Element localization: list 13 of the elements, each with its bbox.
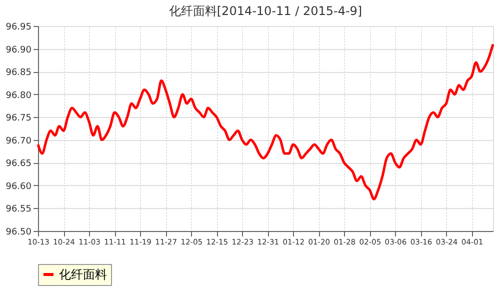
y-tick-label: 96.90 (6, 45, 32, 56)
legend-label: 化纤面料 (59, 268, 107, 282)
y-tick-label: 96.80 (6, 90, 32, 101)
y-tick-label: 96.70 (6, 136, 32, 146)
y-tick-label: 96.75 (6, 114, 32, 124)
y-tick-label: 96.60 (6, 182, 32, 192)
y-tick-label: 96.95 (6, 22, 32, 32)
chart-title: 化纤面料[2014-10-11 / 2015-4-9] (168, 4, 362, 18)
y-tick-label: 96.85 (6, 68, 32, 78)
y-tick-label: 96.50 (6, 228, 32, 238)
y-tick-label: 96.65 (6, 159, 32, 170)
y-tick-label: 96.55 (6, 204, 32, 215)
line-series (36, 42, 494, 200)
